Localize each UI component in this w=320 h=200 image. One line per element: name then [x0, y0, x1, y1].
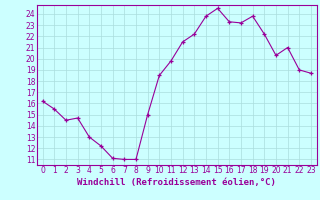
X-axis label: Windchill (Refroidissement éolien,°C): Windchill (Refroidissement éolien,°C): [77, 178, 276, 187]
